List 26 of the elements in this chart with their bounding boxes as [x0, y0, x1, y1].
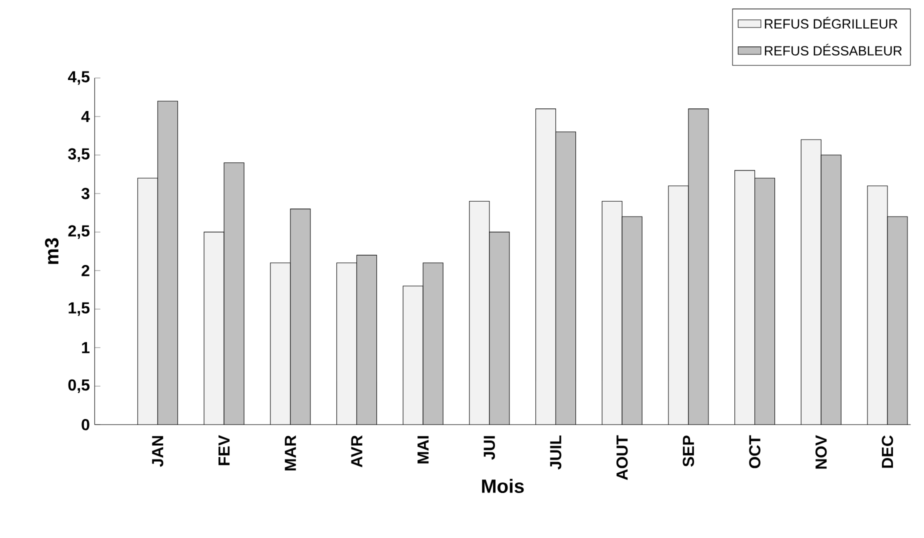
y-axis-title: m3 [44, 238, 59, 264]
x-tick-label: JUI [484, 436, 495, 460]
y-tick-label: 1 [82, 342, 90, 354]
legend-label: REFUS DÉGRILLEUR [764, 16, 898, 29]
y-tick-label: 4,5 [68, 71, 90, 85]
y-tick-label: 4 [81, 111, 90, 122]
x-tick-label: OCT [749, 435, 760, 468]
x-axis-title: Mois [482, 478, 524, 493]
x-tick-label: DEC [882, 435, 894, 468]
x-tick-label: MAI [418, 436, 429, 464]
y-tick-label: 3,5 [68, 148, 90, 162]
x-tick-label: JAN [152, 436, 164, 467]
x-tick-label: SEP [682, 436, 694, 467]
y-tick-label: 1,5 [68, 302, 90, 316]
x-tick-label: FEV [218, 435, 230, 466]
x-tick-label: JUIL [550, 436, 562, 470]
y-tick-label: 2 [82, 265, 90, 276]
y-tick-label: 3 [81, 188, 90, 200]
y-tick-label: 2,5 [68, 225, 90, 239]
y-tick-label: 0,5 [68, 379, 90, 393]
x-tick-label: NOV [815, 435, 827, 469]
x-tick-label: AOUT [616, 435, 628, 480]
x-tick-label: AVR [351, 435, 362, 468]
legend-label: REFUS DÉSSABLEUR [764, 44, 902, 56]
x-tick-label: MAR [284, 435, 296, 470]
y-tick-label: 0 [82, 418, 90, 430]
